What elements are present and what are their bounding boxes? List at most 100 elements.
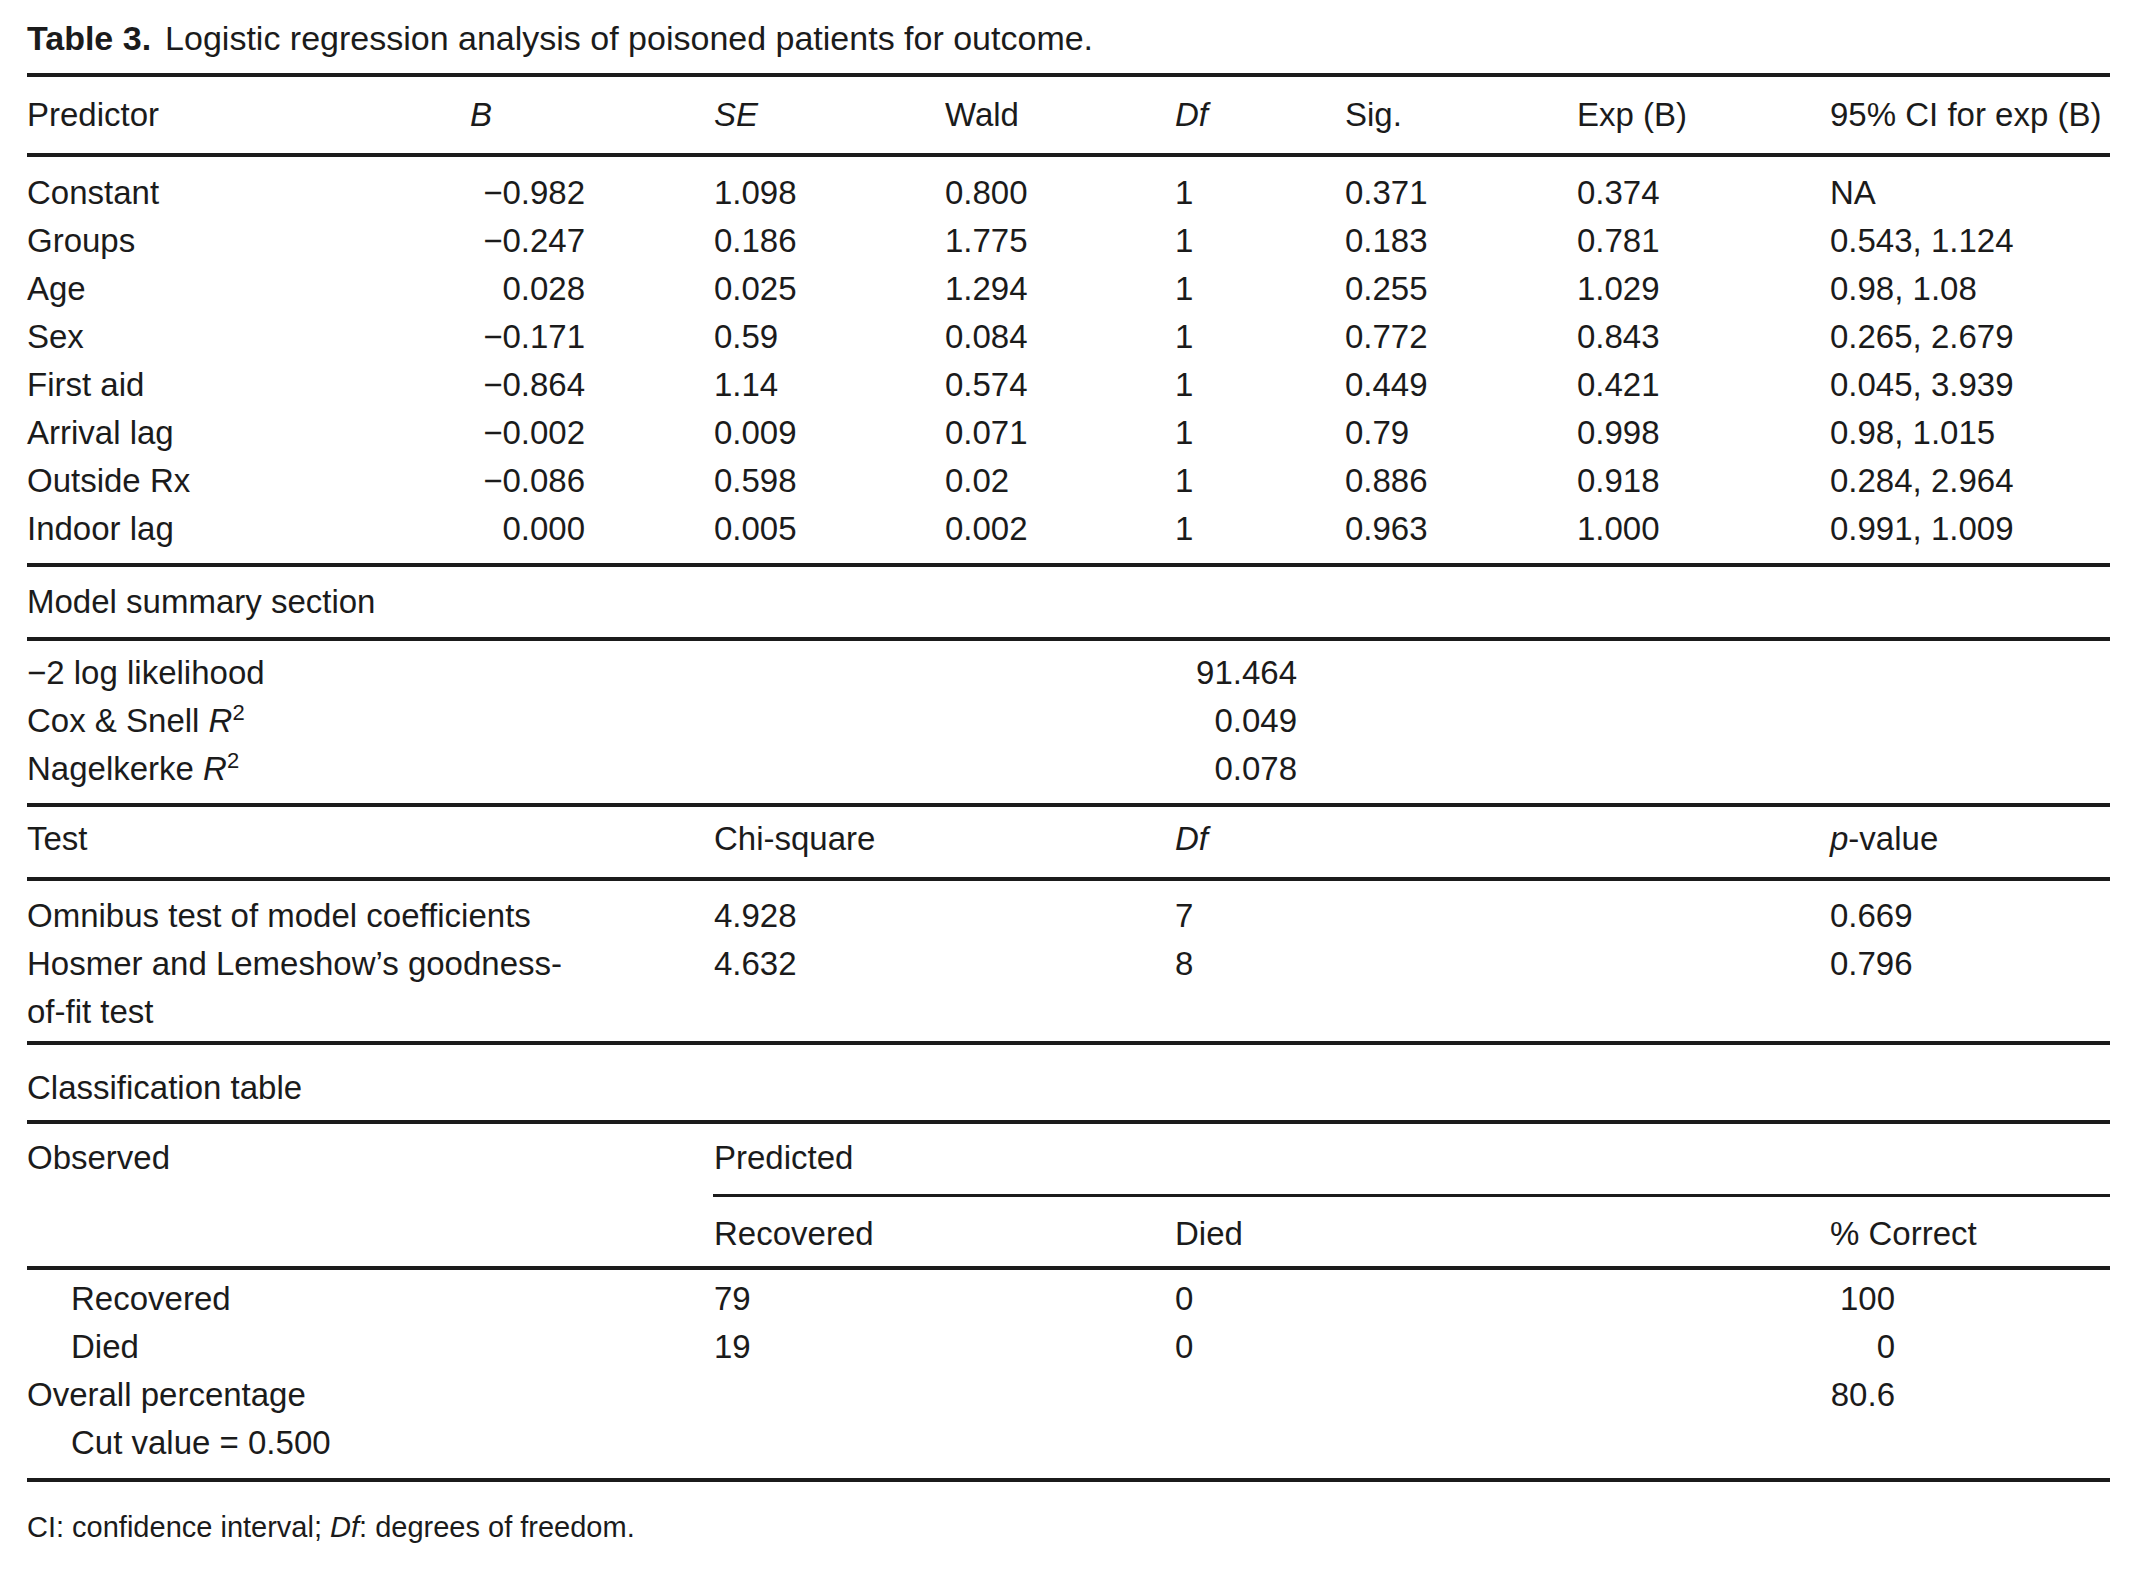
col-header-chi-square: Chi-square xyxy=(700,815,945,863)
sig-cell: 0.183 xyxy=(1345,217,1577,265)
summary-label-text: Cox & Snell xyxy=(27,702,209,739)
predictor-cell: Constant xyxy=(27,169,445,217)
pct-value: 80.6 xyxy=(1830,1371,1895,1419)
regression-header-row: Predictor B SE Wald Df Sig. Exp (B) 95% … xyxy=(27,77,2110,153)
classification-heading: Classification table xyxy=(27,1064,1160,1112)
wald-cell: 1.775 xyxy=(945,217,1160,265)
table-title: Table 3. Logistic regression analysis of … xyxy=(27,0,2110,73)
col-header-died: Died xyxy=(1160,1210,1345,1258)
col-header-p-value: p-value xyxy=(1830,815,2110,863)
died-count-cell: 0 xyxy=(1160,1323,1345,1371)
summary-label-sup: 2 xyxy=(227,748,239,773)
summary-label: Cox & Snell R2 xyxy=(27,697,945,745)
ci-cell: 0.991, 1.009 xyxy=(1830,505,2110,553)
predictor-cell: Groups xyxy=(27,217,445,265)
exp-b-cell: 1.000 xyxy=(1577,505,1830,553)
p-rest: -value xyxy=(1848,820,1938,857)
df-cell: 8 xyxy=(1160,940,1345,1036)
df-cell: 1 xyxy=(1160,505,1345,553)
se-cell: 0.009 xyxy=(700,409,945,457)
b-cell: −0.982 xyxy=(445,169,700,217)
summary-label: −2 log likelihood xyxy=(27,649,945,697)
wald-cell: 1.294 xyxy=(945,265,1160,313)
p-symbol: p xyxy=(1830,820,1848,857)
ci-cell: 0.543, 1.124 xyxy=(1830,217,2110,265)
summary-label-symbol: R xyxy=(209,702,233,739)
cut-value-label: Cut value = 0.500 xyxy=(27,1419,700,1467)
predictor-cell: Sex xyxy=(27,313,445,361)
table-footnote: CI: confidence interval; Df: degrees of … xyxy=(27,1507,2110,1547)
table-label: Table 3. xyxy=(27,19,151,57)
df-cell: 1 xyxy=(1160,409,1345,457)
p-value-cell: 0.796 xyxy=(1830,940,2110,1036)
wald-cell: 0.574 xyxy=(945,361,1160,409)
summary-label-sup: 2 xyxy=(232,700,244,725)
b-cell: −0.171 xyxy=(445,313,700,361)
b-cell: −0.086 xyxy=(445,457,700,505)
chi-square-cell: 4.632 xyxy=(700,940,945,1036)
exp-b-cell: 0.998 xyxy=(1577,409,1830,457)
summary-label: Nagelkerke R2 xyxy=(27,745,945,793)
recovered-count-cell: 19 xyxy=(700,1323,945,1371)
sig-cell: 0.886 xyxy=(1345,457,1577,505)
sig-cell: 0.963 xyxy=(1345,505,1577,553)
summary-label-text: −2 log likelihood xyxy=(27,654,265,691)
df-cell: 1 xyxy=(1160,457,1345,505)
summary-label-symbol: R xyxy=(203,750,227,787)
df-cell: 1 xyxy=(1160,169,1345,217)
col-header-df: Df xyxy=(1160,91,1345,139)
wald-cell: 0.800 xyxy=(945,169,1160,217)
b-cell: 0.028 xyxy=(445,265,700,313)
ci-cell: NA xyxy=(1830,169,2110,217)
classification-body: Recovered 79 0 100 Died 19 0 0 Overall p… xyxy=(27,1270,2110,1478)
table-3-figure: Table 3. Logistic regression analysis of … xyxy=(0,0,2135,1573)
predicted-label: Predicted xyxy=(700,1134,2110,1182)
se-cell: 0.186 xyxy=(700,217,945,265)
predictor-cell: Outside Rx xyxy=(27,457,445,505)
classification-subheader-row: Recovered Died % Correct xyxy=(27,1197,2110,1266)
col-header-b: B xyxy=(445,91,700,139)
se-cell: 1.14 xyxy=(700,361,945,409)
regression-body: Constant −0.982 1.098 0.800 1 0.371 0.37… xyxy=(27,157,2110,563)
footnote-df: Df xyxy=(330,1511,359,1543)
col-header-sig: Sig. xyxy=(1345,91,1577,139)
observed-category-cell: Recovered xyxy=(27,1275,700,1323)
footnote-pre: CI: confidence interval; xyxy=(27,1511,330,1543)
summary-label-text: Nagelkerke xyxy=(27,750,203,787)
exp-b-cell: 0.843 xyxy=(1577,313,1830,361)
col-header-df: Df xyxy=(1160,815,1345,863)
p-value-cell: 0.669 xyxy=(1830,892,2110,940)
overall-percentage-label: Overall percentage xyxy=(27,1371,700,1419)
exp-b-cell: 0.374 xyxy=(1577,169,1830,217)
pct-correct-cell: 80.6 xyxy=(1830,1371,2110,1419)
sig-cell: 0.371 xyxy=(1345,169,1577,217)
col-header-recovered: Recovered xyxy=(700,1210,945,1258)
observed-label: Observed xyxy=(27,1134,700,1182)
exp-b-cell: 0.781 xyxy=(1577,217,1830,265)
footnote-post: : degrees of freedom. xyxy=(359,1511,635,1543)
se-cell: 0.59 xyxy=(700,313,945,361)
ci-cell: 0.98, 1.015 xyxy=(1830,409,2110,457)
tests-body: Omnibus test of model coefficients 4.928… xyxy=(27,881,2110,1041)
died-count-cell: 0 xyxy=(1160,1275,1345,1323)
test-name-cell: Omnibus test of model coefficients xyxy=(27,892,572,940)
ci-cell: 0.265, 2.679 xyxy=(1830,313,2110,361)
model-summary-heading-row: Model summary section xyxy=(27,567,2110,637)
predictor-cell: Indoor lag xyxy=(27,505,445,553)
wald-cell: 0.071 xyxy=(945,409,1160,457)
summary-value: 0.049 xyxy=(945,697,1345,745)
classification-heading-row: Classification table xyxy=(27,1045,2110,1120)
table-caption: Logistic regression analysis of poisoned… xyxy=(165,19,1093,57)
sig-cell: 0.79 xyxy=(1345,409,1577,457)
sig-cell: 0.255 xyxy=(1345,265,1577,313)
wald-cell: 0.002 xyxy=(945,505,1160,553)
exp-b-cell: 0.918 xyxy=(1577,457,1830,505)
ci-cell: 0.98, 1.08 xyxy=(1830,265,2110,313)
tests-header-row: Test Chi-square Df p-value xyxy=(27,807,2110,877)
ci-cell: 0.284, 2.964 xyxy=(1830,457,2110,505)
exp-b-cell: 0.421 xyxy=(1577,361,1830,409)
predicted-underline xyxy=(713,1194,2110,1197)
se-cell: 0.005 xyxy=(700,505,945,553)
col-header-exp-b: Exp (B) xyxy=(1577,91,1830,139)
df-cell: 1 xyxy=(1160,361,1345,409)
